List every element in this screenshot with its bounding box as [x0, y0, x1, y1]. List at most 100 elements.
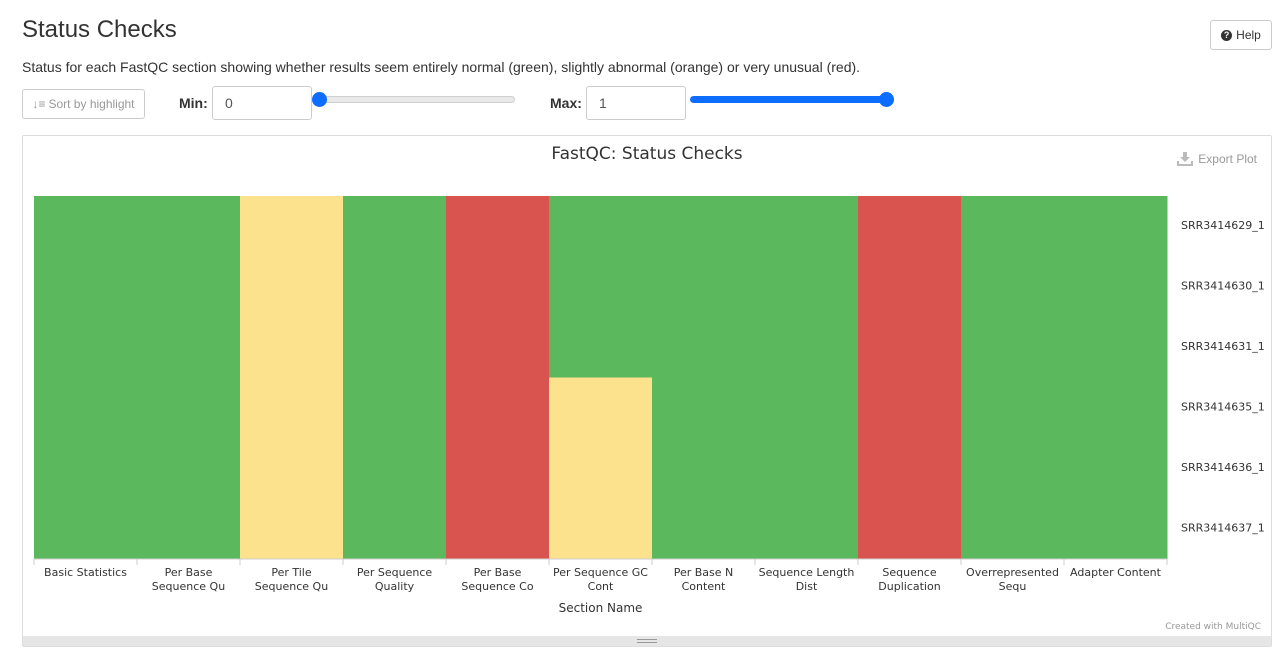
heatmap-cell	[961, 317, 1065, 378]
y-tick-label: SRR3414629_1	[1181, 219, 1265, 232]
export-plot-button[interactable]: Export Plot	[1177, 152, 1257, 166]
x-tick-label: Basic Statistics	[44, 566, 127, 579]
y-tick-label: SRR3414635_1	[1181, 401, 1265, 414]
heatmap-cell	[755, 256, 859, 318]
heatmap-cell	[1064, 377, 1168, 439]
heatmap-cell	[240, 256, 344, 318]
heatmap-cell	[858, 438, 962, 499]
heatmap-cell	[652, 438, 756, 499]
y-tick-label: SRR3414630_1	[1181, 280, 1265, 293]
heatmap-cell	[549, 256, 653, 318]
heatmap-cell	[652, 317, 756, 378]
heatmap-cell	[961, 196, 1065, 257]
heatmap-cell	[755, 377, 859, 439]
heatmap-cell	[549, 377, 653, 439]
x-tick-label: Per Sequence Quality	[357, 566, 433, 593]
x-tick-label: Per Tile Sequence Qu	[255, 566, 328, 593]
x-axis-title: Section Name	[559, 601, 643, 615]
heatmap-cell	[755, 196, 859, 257]
y-tick-label: SRR3414636_1	[1181, 461, 1265, 474]
heatmap-cell	[652, 377, 756, 439]
page-title: Status Checks	[22, 16, 177, 43]
heatmap-cell	[240, 498, 344, 560]
heatmap-chart: Basic Statistics Per Base Sequence Qu Per T…	[33, 196, 1265, 615]
heatmap-cell	[137, 438, 241, 499]
heatmap-cell	[1064, 317, 1168, 378]
heatmap-cell	[858, 317, 962, 378]
heatmap-cell	[652, 256, 756, 318]
heatmap-cell	[549, 196, 653, 257]
heatmap-cell	[858, 377, 962, 439]
download-icon	[1177, 152, 1194, 166]
heatmap-cell	[137, 317, 241, 378]
min-slider-thumb[interactable]	[312, 92, 327, 107]
heatmap-cell	[34, 498, 138, 560]
grip-icon	[637, 639, 657, 643]
heatmap-cell	[343, 256, 447, 318]
heatmap-cell	[446, 438, 550, 499]
heatmap-cell	[755, 438, 859, 499]
x-tick-label: Per Sequence GC Cont	[553, 566, 648, 593]
max-slider-thumb[interactable]	[879, 92, 894, 107]
heatmap-cell	[446, 196, 550, 257]
heatmap-cell	[240, 196, 344, 257]
heatmap-cell	[961, 498, 1065, 560]
heatmap-cell	[446, 256, 550, 318]
heatmap-cell	[343, 317, 447, 378]
max-slider-track[interactable]	[690, 96, 886, 103]
heatmap-cell	[1064, 438, 1168, 499]
min-slider-track[interactable]	[319, 96, 515, 103]
heatmap-cell	[858, 196, 962, 257]
max-input[interactable]	[586, 86, 686, 120]
heatmap-cell	[240, 317, 344, 378]
heatmap-cell	[1064, 256, 1168, 318]
x-tick-label: Overrepresented Sequ	[966, 566, 1059, 593]
heatmap-cell	[549, 438, 653, 499]
x-tick-label: Per Base N Content	[674, 566, 734, 593]
sort-button-label: Sort by highlight	[48, 97, 135, 111]
heatmap-cell	[34, 317, 138, 378]
heatmap-cell	[34, 256, 138, 318]
heatmap-cell	[34, 438, 138, 499]
heatmap-cell	[549, 317, 653, 378]
min-input[interactable]	[212, 86, 312, 120]
heatmap-cell	[137, 498, 241, 560]
heatmap-cell	[858, 498, 962, 560]
sort-amount-icon: ↓≡	[32, 97, 46, 111]
x-tick-label: Sequence Length Dist	[759, 566, 855, 593]
heatmap-cell	[343, 498, 447, 560]
heatmap-cell	[652, 196, 756, 257]
heatmap-cell	[961, 377, 1065, 439]
y-tick-label: SRR3414631_1	[1181, 340, 1265, 353]
heatmap-cell	[755, 317, 859, 378]
heatmap-cell	[343, 377, 447, 439]
heatmap-cell	[240, 438, 344, 499]
x-tick-label: Adapter Content	[1070, 566, 1162, 579]
section-description: Status for each FastQC section showing w…	[22, 59, 861, 75]
question-circle-icon: ?	[1221, 29, 1233, 41]
x-tick-label: Per Base Sequence Qu	[152, 566, 225, 593]
plot-container: FastQC: Status Checks Export Plot Basic …	[22, 135, 1272, 647]
help-button[interactable]: ? Help	[1210, 20, 1272, 50]
min-label: Min:	[179, 95, 208, 111]
chart-title: FastQC: Status Checks	[551, 144, 743, 164]
plot-resize-handle[interactable]	[23, 636, 1271, 646]
export-plot-label: Export Plot	[1198, 152, 1257, 166]
heatmap-cell	[961, 438, 1065, 499]
heatmap-cell	[446, 317, 550, 378]
y-tick-label: SRR3414637_1	[1181, 522, 1265, 535]
heatmap-cell	[1064, 196, 1168, 257]
heatmap-cell	[137, 377, 241, 439]
heatmap-cell	[343, 438, 447, 499]
heatmap-cell	[652, 498, 756, 560]
multiqc-credit: Created with MultiQC	[1165, 622, 1261, 632]
help-button-label: Help	[1236, 28, 1261, 42]
heatmap-cell	[446, 498, 550, 560]
sort-by-highlight-button[interactable]: ↓≡ Sort by highlight	[22, 89, 145, 119]
max-label: Max:	[550, 95, 582, 111]
heatmap-cell	[137, 256, 241, 318]
x-tick-label: Sequence Duplication	[878, 566, 940, 593]
x-tick-label: Per Base Sequence Co	[461, 566, 533, 593]
heatmap-cell	[343, 196, 447, 257]
heatmap-cell	[755, 498, 859, 560]
